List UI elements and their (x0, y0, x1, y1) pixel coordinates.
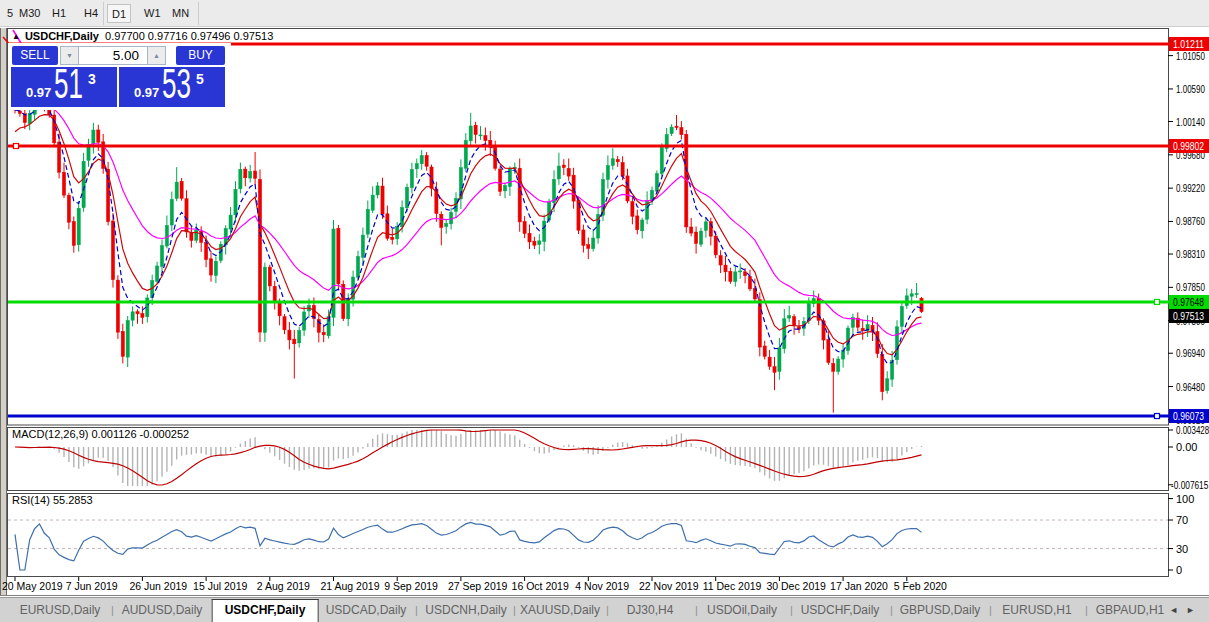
date-tick-label: 2 Aug 2019 (257, 580, 310, 592)
date-tick-label: 4 Nov 2019 (575, 580, 629, 592)
buy-price-box[interactable]: 0.97 53 5 (119, 67, 225, 107)
price-tick-label: 0.98760 (1176, 215, 1205, 227)
chart-area: 1.010501.005901.001400.996800.992200.987… (0, 28, 1209, 596)
price-tick-label: 0.96940 (1176, 347, 1205, 359)
timeframe-toolbar: 5M30H1H4D1W1MN (0, 0, 1209, 27)
chart-tab-GBPAUD-H1[interactable]: GBPAUD,H1 (1096, 598, 1164, 622)
rsi-panel-border (8, 494, 1169, 577)
sell-price-big: 51 (54, 59, 83, 109)
date-tick-label: 11 Dec 2019 (703, 580, 762, 592)
timeframe-button-MN[interactable]: MN (168, 4, 193, 23)
chart-shift-icon: ▲ (12, 32, 20, 41)
chart-tab-USDCAD-Daily[interactable]: USDCAD,Daily (326, 598, 407, 622)
toolbar-separator (103, 2, 104, 25)
date-tick-label: 15 Jul 2019 (193, 580, 247, 592)
macd-axis-label: 0.00 (1176, 441, 1197, 453)
rsi-axis-label: 0 (1176, 564, 1182, 576)
ohlc-open: 0.97700 (105, 30, 145, 42)
rsi-axis-label: 70 (1176, 514, 1188, 526)
current-price-label: 0.97513 (1173, 310, 1204, 322)
hline-price-label: 1.01211 (1173, 38, 1204, 50)
tab-divider: | (1085, 598, 1088, 622)
sell-button[interactable]: SELL (12, 46, 58, 65)
macd-axis-label: 0.003428 (1176, 424, 1209, 436)
date-tick-label: 7 Jun 2019 (66, 580, 118, 592)
date-tick-label: 5 Feb 2020 (894, 580, 947, 592)
chart-tab-bar: ◄► EURUSD,Daily AUDUSD,Daily USDCHF,Daily U… (0, 597, 1209, 622)
timeframe-button-H4[interactable]: H4 (80, 4, 102, 23)
price-tick-label: 1.01050 (1176, 50, 1205, 62)
chart-tab-GBPUSD-Daily[interactable]: GBPUSD,Daily (900, 598, 981, 622)
price-tick-label: 1.00140 (1176, 116, 1205, 128)
one-click-trading-panel: SELL ▼ ▲ BUY 0.97 51 3 0.97 53 5 (8, 43, 231, 110)
chart-tab-USDCHF-Daily[interactable]: USDCHF,Daily (212, 599, 319, 622)
sell-price-box[interactable]: 0.97 51 3 (11, 67, 117, 107)
hline-price-label: 0.96073 (1173, 410, 1204, 422)
tab-scroll-left-icon[interactable]: ◄ (1169, 605, 1186, 615)
sell-price-prefix: 0.97 (26, 85, 51, 100)
timeframe-button-M30[interactable]: M30 (15, 4, 44, 23)
date-tick-label: 27 Sep 2019 (448, 580, 508, 592)
date-tick-label: 26 Jun 2019 (129, 580, 187, 592)
chart-title: ▲ USDCHF,Daily 0.97700 0.97716 0.97496 0.… (12, 30, 273, 43)
ohlc-close: 0.97513 (234, 30, 274, 42)
rsi-axis-label: 30 (1176, 543, 1188, 555)
date-tick-label: 17 Jan 2020 (830, 580, 888, 592)
symbol-period-label: USDCHF,Daily (25, 30, 99, 42)
chart-tab-EURUSD-Daily[interactable]: EURUSD,Daily (20, 598, 101, 622)
buy-price-prefix: 0.97 (134, 85, 159, 100)
tab-divider: | (415, 598, 418, 622)
date-tick-label: 30 Dec 2019 (766, 580, 826, 592)
tab-divider: | (606, 598, 609, 622)
price-tick-label: 0.98310 (1176, 248, 1205, 260)
hline-price-label: 0.97648 (1173, 296, 1204, 308)
tab-divider: | (695, 598, 698, 622)
tab-divider: | (989, 598, 992, 622)
date-tick-label: 20 May 2019 (2, 580, 63, 592)
macd-label: MACD(12,26,9) 0.001126 -0.000252 (12, 428, 189, 440)
buy-price-sup: 5 (196, 71, 204, 87)
hline-handle (1155, 414, 1160, 419)
buy-price-big: 53 (162, 59, 191, 109)
volume-input[interactable] (79, 46, 147, 65)
timeframe-button-H1[interactable]: H1 (48, 4, 70, 23)
mt4-window: 5 M30H1 H4 D1 W1MN 1.01050 1.00590 1.00140 0.99… (0, 0, 1209, 622)
date-tick-label: 21 Aug 2019 (321, 580, 380, 592)
chart-tab-USDOil-Daily[interactable]: USDOil,Daily (707, 598, 777, 622)
price-tick-label: 1.00590 (1176, 83, 1205, 95)
price-tick-label: 0.97850 (1176, 281, 1205, 293)
date-tick-label: 9 Sep 2019 (384, 580, 438, 592)
date-axis[interactable]: 20 May 20197 Jun 2019 26 Jun 2019 15 Jul 2… (2, 577, 947, 592)
chart-tab-EURUSD-H1[interactable]: EURUSD,H1 (1002, 598, 1071, 622)
macd-axis-label: -0.007615 (1171, 479, 1208, 491)
hline-handle (14, 144, 19, 149)
price-tick-label: 0.99220 (1176, 182, 1205, 194)
timeframe-button-D1[interactable]: D1 (107, 4, 131, 23)
price-tick-label: 0.96480 (1176, 381, 1205, 393)
hline-handle (1155, 299, 1160, 304)
tab-divider: | (790, 598, 793, 622)
tab-divider: | (513, 598, 516, 622)
tab-divider: | (890, 598, 893, 622)
timeframe-button-W1[interactable]: W1 (140, 4, 165, 23)
tab-scroll-right-icon[interactable]: ► (1186, 605, 1203, 615)
chart-tab-DJ30-H4[interactable]: DJ30,H4 (627, 598, 674, 622)
ohlc-high: 0.97716 (148, 30, 188, 42)
date-tick-label: 22 Nov 2019 (639, 580, 699, 592)
rsi-label: RSI(14) 55.2853 (12, 494, 93, 506)
toolbar-separator (198, 2, 199, 25)
tab-divider: | (111, 598, 114, 622)
hline-price-label: 0.99802 (1173, 140, 1204, 152)
ohlc-low: 0.97496 (191, 30, 231, 42)
sell-price-sup: 3 (88, 71, 96, 87)
chart-tab-XAUUSD-Daily[interactable]: XAUUSD,Daily (520, 598, 600, 622)
chart-tab-USDCHF-Daily[interactable]: USDCHF,Daily (801, 598, 880, 622)
rsi-axis-label: 100 (1176, 493, 1194, 505)
chart-tab-AUDUSD-Daily[interactable]: AUDUSD,Daily (122, 598, 203, 622)
date-tick-label: 16 Oct 2019 (512, 580, 569, 592)
chart-tab-USDCNH-Daily[interactable]: USDCNH,Daily (425, 598, 506, 622)
